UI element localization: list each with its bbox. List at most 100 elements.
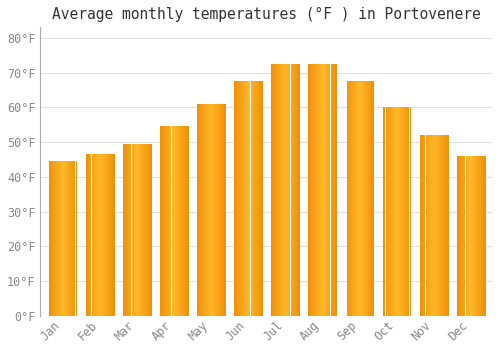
Bar	[238, 81, 239, 316]
Bar	[359, 81, 360, 316]
Bar	[197, 104, 198, 316]
Bar	[72, 161, 74, 316]
Bar	[199, 104, 200, 316]
Bar	[197, 104, 198, 316]
Bar	[104, 154, 105, 316]
Bar	[210, 104, 212, 316]
Bar	[298, 64, 299, 316]
Bar	[334, 64, 336, 316]
Bar	[76, 161, 78, 316]
Bar	[390, 107, 392, 316]
Bar	[283, 64, 284, 316]
Bar	[136, 144, 137, 316]
Bar	[257, 81, 258, 316]
Bar	[466, 156, 468, 316]
Bar	[457, 156, 458, 316]
Bar	[438, 135, 439, 316]
Bar	[68, 161, 69, 316]
Bar	[399, 107, 400, 316]
Bar	[184, 126, 185, 316]
Bar	[432, 135, 433, 316]
Bar	[460, 156, 462, 316]
Bar	[108, 154, 109, 316]
Bar	[321, 64, 322, 316]
Bar	[358, 81, 359, 316]
Bar	[282, 64, 283, 316]
Bar	[183, 126, 184, 316]
Bar	[332, 64, 334, 316]
Bar	[225, 104, 226, 316]
Bar	[103, 154, 104, 316]
Bar	[94, 154, 96, 316]
Bar	[279, 64, 280, 316]
Bar	[132, 144, 134, 316]
Bar	[400, 107, 401, 316]
Bar	[297, 64, 298, 316]
Bar	[125, 144, 126, 316]
Bar	[140, 144, 141, 316]
Bar	[442, 135, 443, 316]
Bar	[426, 135, 428, 316]
Bar	[404, 107, 406, 316]
Bar	[319, 64, 320, 316]
Bar	[168, 126, 170, 316]
Bar	[436, 135, 437, 316]
Bar	[408, 107, 410, 316]
Bar	[223, 104, 224, 316]
Bar	[142, 144, 143, 316]
Bar	[470, 156, 471, 316]
Bar	[410, 107, 412, 316]
Bar	[328, 64, 330, 316]
Bar	[286, 64, 288, 316]
Bar	[476, 156, 477, 316]
Bar	[98, 154, 99, 316]
Bar	[67, 161, 68, 316]
Bar	[262, 81, 263, 316]
Bar	[326, 64, 328, 316]
Bar	[187, 126, 188, 316]
Bar	[139, 144, 140, 316]
Bar	[350, 81, 352, 316]
Bar	[258, 81, 259, 316]
Bar	[274, 64, 275, 316]
Bar	[276, 64, 277, 316]
Bar	[281, 64, 282, 316]
Bar	[364, 81, 366, 316]
Bar	[148, 144, 149, 316]
Bar	[473, 156, 474, 316]
Bar	[396, 107, 397, 316]
Bar	[393, 107, 394, 316]
Bar	[180, 126, 181, 316]
Bar	[275, 64, 276, 316]
Bar	[123, 144, 124, 316]
Bar	[138, 144, 139, 316]
Bar	[74, 161, 76, 316]
Bar	[357, 81, 358, 316]
Bar	[88, 154, 90, 316]
Bar	[182, 126, 183, 316]
Bar	[185, 126, 186, 316]
Bar	[160, 126, 161, 316]
Bar	[313, 64, 314, 316]
Bar	[457, 156, 458, 316]
Bar	[246, 81, 248, 316]
Bar	[234, 81, 235, 316]
Bar	[113, 154, 114, 316]
Bar	[234, 81, 235, 316]
Bar	[236, 81, 237, 316]
Bar	[261, 81, 262, 316]
Bar	[288, 64, 290, 316]
Bar	[99, 154, 100, 316]
Bar	[314, 64, 315, 316]
Title: Average monthly temperatures (°F ) in Portovenere: Average monthly temperatures (°F ) in Po…	[52, 7, 481, 22]
Bar	[219, 104, 220, 316]
Bar	[312, 64, 313, 316]
Bar	[202, 104, 203, 316]
Bar	[245, 81, 246, 316]
Bar	[440, 135, 441, 316]
Bar	[444, 135, 446, 316]
Bar	[63, 161, 64, 316]
Bar	[163, 126, 164, 316]
Bar	[134, 144, 136, 316]
Bar	[64, 161, 65, 316]
